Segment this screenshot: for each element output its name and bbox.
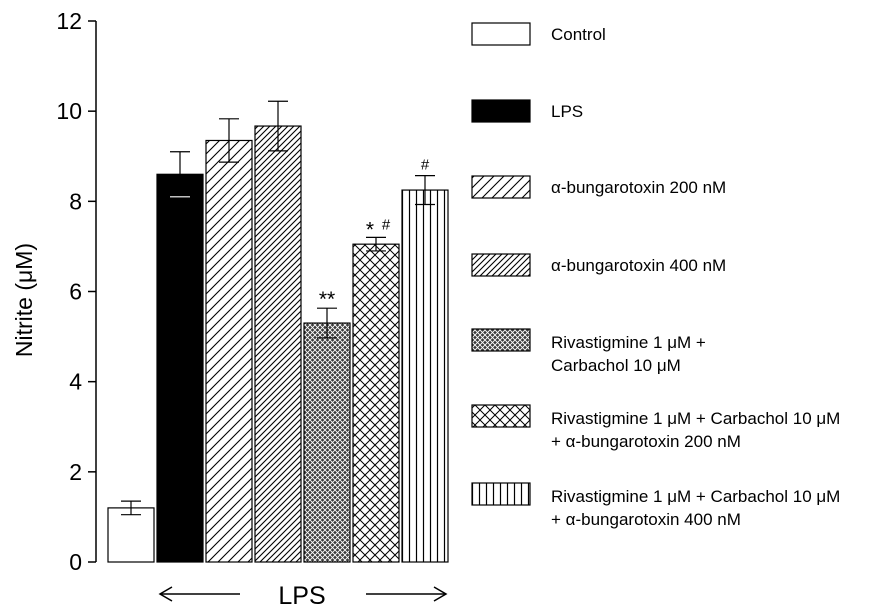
y-tick-label-8: 8	[69, 188, 82, 214]
legend-item-2: LPS	[471, 99, 583, 123]
legend: Control LPS α-bungarotoxin 200 nM α-bungaro…	[471, 22, 840, 529]
y-axis-label: Nitrite (μM)	[11, 243, 37, 357]
legend-swatch-4	[471, 253, 531, 277]
y-tick-label-2: 2	[69, 459, 82, 485]
y-tick-label-10: 10	[56, 98, 82, 124]
bar-group-4	[254, 100, 302, 563]
y-tick-label-12: 12	[56, 8, 82, 34]
legend-label-7-line-1: Rivastigmine 1 μM + Carbachol 10 μM	[551, 487, 840, 506]
significance-text-7: #	[421, 157, 430, 174]
y-tick-label-6: 6	[69, 279, 82, 305]
legend-label-5-line-1: Rivastigmine 1 μM +	[551, 333, 706, 352]
bar-group-2	[156, 151, 204, 563]
legend-swatch-1	[471, 22, 531, 46]
bar-7	[401, 189, 449, 563]
group-arrowhead-right	[433, 586, 448, 602]
bar-group-6: * #	[352, 216, 400, 563]
error-bar-1	[121, 500, 141, 516]
legend-item-1: Control	[471, 22, 606, 46]
legend-label-7-line-2: + α-bungarotoxin 400 nM	[551, 510, 741, 529]
legend-item-4: α-bungarotoxin 400 nM	[471, 253, 726, 277]
legend-label-6-line-1: Rivastigmine 1 μM + Carbachol 10 μM	[551, 409, 840, 428]
legend-label-5-line-2: Carbachol 10 μM	[551, 356, 681, 375]
significance-star-6: *	[366, 218, 374, 241]
bar-3	[205, 139, 253, 563]
y-tick-label-4: 4	[69, 369, 82, 395]
significance-hash-6: #	[382, 216, 391, 233]
group-arrowhead-left	[158, 586, 173, 602]
axes: 0 2 4 6 8 10 12	[56, 8, 97, 575]
bar-group-1	[107, 500, 155, 563]
group-label-text: LPS	[278, 582, 325, 610]
legend-label-3: α-bungarotoxin 200 nM	[551, 178, 726, 197]
error-bar-3	[219, 118, 239, 163]
bar-group-3	[205, 118, 253, 563]
bars-group: *** ##	[107, 100, 449, 563]
significance-annotation-7: #	[421, 157, 430, 174]
significance-annotation-6: * #	[366, 216, 391, 241]
legend-label-6-line-2: + α-bungarotoxin 200 nM	[551, 432, 741, 451]
legend-swatch-7	[471, 482, 531, 506]
group-label: LPS	[158, 582, 448, 610]
legend-item-3: α-bungarotoxin 200 nM	[471, 175, 726, 199]
legend-label-1: Control	[551, 25, 606, 44]
error-bar-4	[268, 100, 288, 152]
legend-label-4: α-bungarotoxin 400 nM	[551, 256, 726, 275]
bar-5	[303, 322, 351, 563]
y-tick-label-0: 0	[69, 549, 82, 575]
error-bar-2	[170, 151, 190, 198]
significance-text-5: **	[319, 288, 335, 311]
legend-item-7: Rivastigmine 1 μM + Carbachol 10 μM + α-b…	[471, 482, 840, 529]
legend-label-2: LPS	[551, 102, 583, 121]
bar-group-7: #	[401, 157, 449, 563]
bar-6	[352, 243, 400, 563]
bar-4	[254, 125, 302, 563]
legend-item-6: Rivastigmine 1 μM + Carbachol 10 μM + α-b…	[471, 404, 840, 451]
error-bar-6	[366, 236, 386, 252]
error-bar-5	[317, 307, 337, 339]
legend-item-5: Rivastigmine 1 μM + Carbachol 10 μM	[471, 328, 706, 375]
legend-swatch-3	[471, 175, 531, 199]
legend-swatch-2	[471, 99, 531, 123]
bar-1	[107, 507, 155, 563]
legend-swatch-6	[471, 404, 531, 428]
bar-group-5: **	[303, 288, 351, 563]
legend-swatch-5	[471, 328, 531, 352]
error-bar-7	[415, 175, 435, 206]
significance-annotation-5: **	[319, 288, 335, 311]
bar-2	[156, 173, 204, 563]
